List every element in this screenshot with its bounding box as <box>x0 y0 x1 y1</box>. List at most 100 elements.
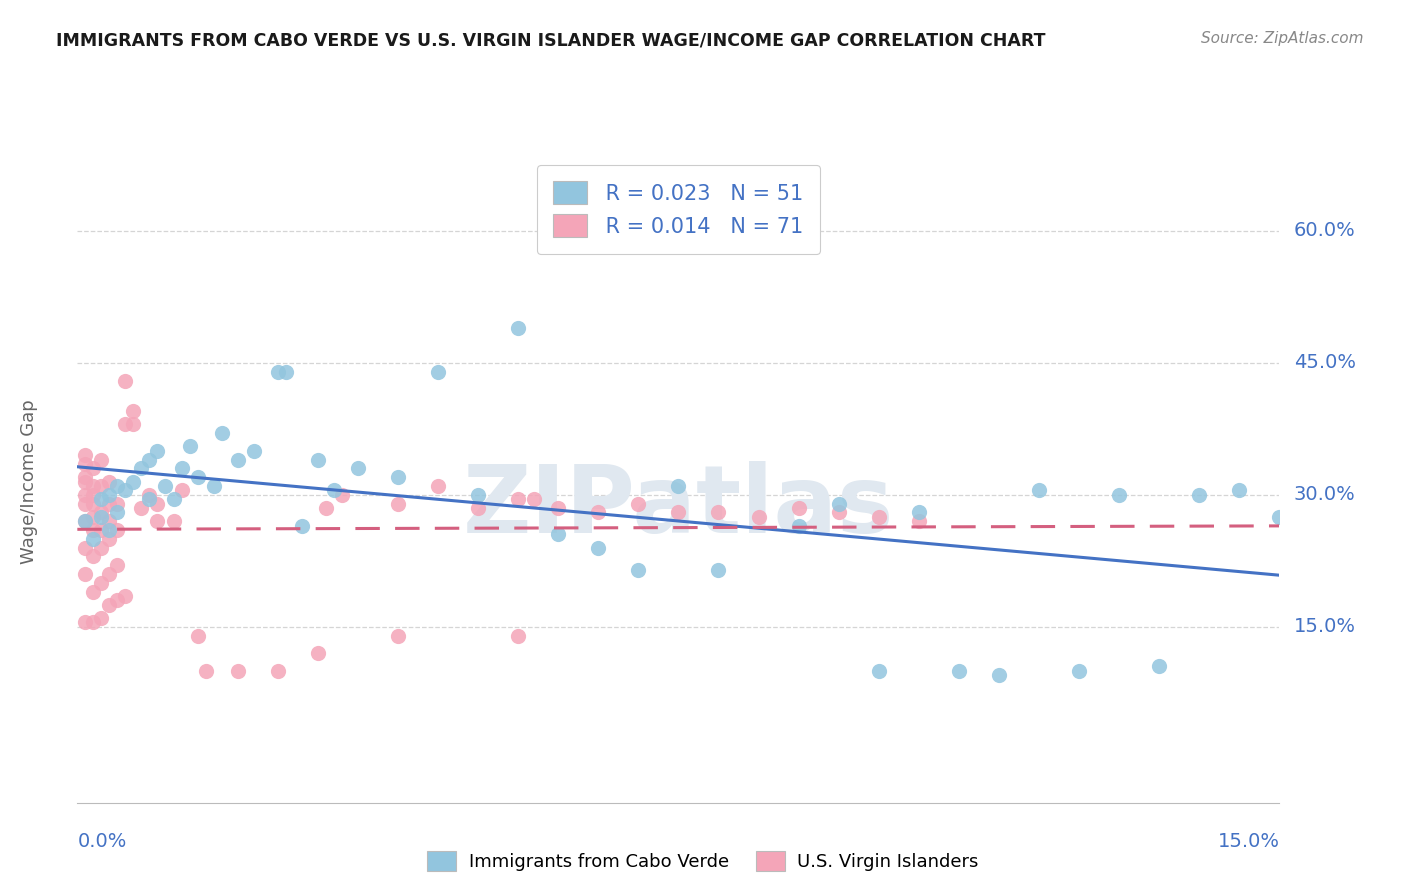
Point <box>75 615 97 630</box>
Point <box>748 509 770 524</box>
Point <box>114 374 136 388</box>
Point <box>427 479 450 493</box>
Point <box>588 506 610 520</box>
Point <box>98 488 121 502</box>
Point <box>82 549 104 564</box>
Point <box>107 497 129 511</box>
Point <box>122 475 145 489</box>
Text: 0.0%: 0.0% <box>77 831 127 851</box>
Point <box>107 558 129 573</box>
Point <box>427 365 450 379</box>
Point <box>508 492 530 507</box>
Point <box>75 488 97 502</box>
Point <box>226 452 249 467</box>
Point <box>90 452 112 467</box>
Point <box>98 567 121 582</box>
Point <box>82 584 104 599</box>
Point <box>908 514 931 528</box>
Point <box>155 479 177 493</box>
Point <box>267 365 290 379</box>
Point <box>1028 483 1050 498</box>
Point <box>467 501 489 516</box>
Point <box>547 501 569 516</box>
Point <box>75 541 97 555</box>
Point <box>291 518 314 533</box>
Point <box>186 470 209 484</box>
Point <box>146 514 169 528</box>
Text: IMMIGRANTS FROM CABO VERDE VS U.S. VIRGIN ISLANDER WAGE/INCOME GAP CORRELATION C: IMMIGRANTS FROM CABO VERDE VS U.S. VIRGI… <box>56 31 1046 49</box>
Point <box>170 483 193 498</box>
Point <box>82 615 104 630</box>
Point <box>211 426 233 441</box>
Point <box>114 589 136 603</box>
Point <box>107 479 129 493</box>
Point <box>707 506 730 520</box>
Point <box>75 470 97 484</box>
Legend:  R = 0.023   N = 51,  R = 0.014   N = 71: R = 0.023 N = 51, R = 0.014 N = 71 <box>537 164 820 253</box>
Point <box>707 563 730 577</box>
Point <box>138 492 160 507</box>
Point <box>868 664 890 678</box>
Point <box>98 497 121 511</box>
Text: 60.0%: 60.0% <box>1294 221 1355 241</box>
Point <box>114 417 136 432</box>
Point <box>98 532 121 546</box>
Point <box>467 488 489 502</box>
Point <box>588 541 610 555</box>
Point <box>90 575 112 590</box>
Point <box>787 501 810 516</box>
Text: 15.0%: 15.0% <box>1218 831 1279 851</box>
Point <box>179 440 201 454</box>
Point <box>267 664 290 678</box>
Point <box>307 646 329 660</box>
Point <box>107 523 129 537</box>
Point <box>787 518 810 533</box>
Point <box>98 475 121 489</box>
Point <box>82 509 104 524</box>
Point <box>162 514 184 528</box>
Point <box>75 567 97 582</box>
Point <box>668 506 690 520</box>
Legend: Immigrants from Cabo Verde, U.S. Virgin Islanders: Immigrants from Cabo Verde, U.S. Virgin … <box>420 844 986 879</box>
Point <box>138 488 160 502</box>
Point <box>948 664 970 678</box>
Point <box>315 501 337 516</box>
Point <box>75 475 97 489</box>
Point <box>170 461 193 475</box>
Text: 30.0%: 30.0% <box>1294 485 1355 504</box>
Point <box>387 470 409 484</box>
Text: Source: ZipAtlas.com: Source: ZipAtlas.com <box>1201 31 1364 46</box>
Point <box>186 629 209 643</box>
Point <box>107 506 129 520</box>
Point <box>146 497 169 511</box>
Point <box>387 629 409 643</box>
Text: Wage/Income Gap: Wage/Income Gap <box>20 400 38 564</box>
Point <box>523 492 546 507</box>
Point <box>1069 664 1091 678</box>
Point <box>1268 509 1291 524</box>
Point <box>307 452 329 467</box>
Point <box>75 457 97 471</box>
Point <box>98 523 121 537</box>
Point <box>82 461 104 475</box>
Point <box>138 452 160 467</box>
Point <box>82 532 104 546</box>
Point <box>322 483 344 498</box>
Point <box>242 443 264 458</box>
Point <box>828 497 851 511</box>
Point <box>387 497 409 511</box>
Point <box>90 492 112 507</box>
Text: 15.0%: 15.0% <box>1294 617 1355 636</box>
Point <box>330 488 353 502</box>
Point <box>1229 483 1251 498</box>
Point <box>627 563 650 577</box>
Point <box>75 497 97 511</box>
Point <box>122 404 145 418</box>
Point <box>274 365 297 379</box>
Point <box>668 479 690 493</box>
Point <box>75 514 97 528</box>
Point <box>146 443 169 458</box>
Point <box>1149 659 1171 673</box>
Point <box>90 523 112 537</box>
Point <box>1188 488 1211 502</box>
